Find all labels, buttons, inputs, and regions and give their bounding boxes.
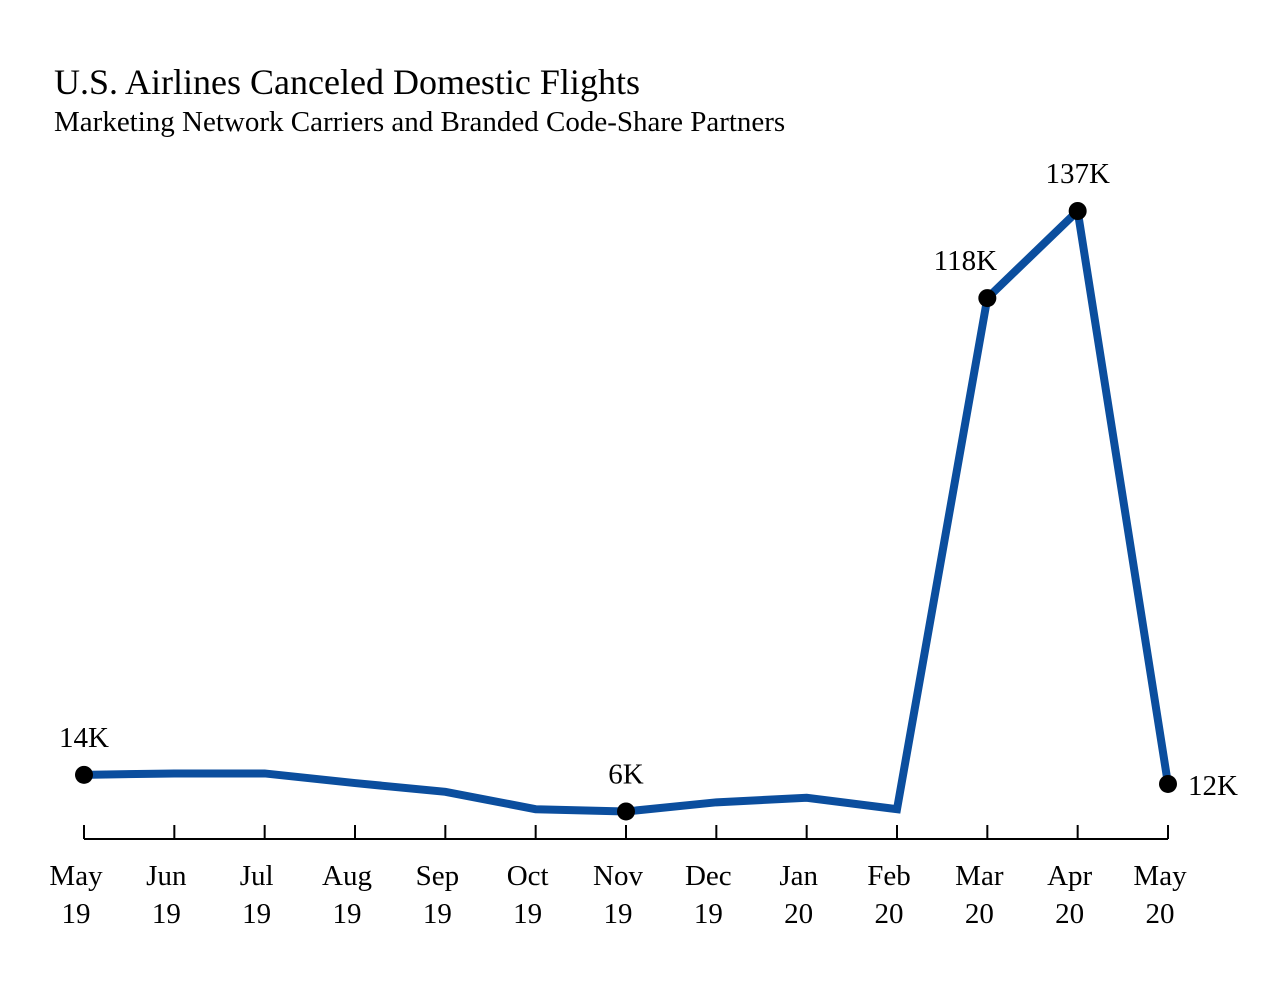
data-marker [1159, 774, 1177, 793]
series-line [83, 202, 1172, 816]
x-tick-label-year: 20 [875, 898, 904, 930]
x-axis: May 19 Jun 19 Jul 19 Aug 19 Sep 19 Oct 19 Nov 19 Dec 19… [49, 825, 1187, 930]
data-label: 6K [608, 758, 644, 790]
x-tick-label-month: May [1133, 860, 1187, 892]
data-marker [1068, 202, 1087, 220]
x-tick-label-year: 19 [604, 898, 633, 930]
data-marker [978, 289, 997, 308]
x-tick-label-year: 20 [965, 898, 994, 930]
x-tick-label-month: Jun [146, 860, 187, 892]
x-tick-label-year: 19 [423, 898, 452, 930]
x-tick-label-month: Oct [507, 860, 549, 892]
data-label: 118K [934, 245, 997, 277]
x-tick-label-month: Dec [685, 860, 732, 892]
data-label: 12K [1188, 770, 1238, 802]
x-tick-label-year: 20 [1146, 898, 1175, 930]
data-label: 137K [1045, 158, 1110, 190]
x-tick-label-month: May [49, 860, 103, 892]
x-tick-label-month: Mar [955, 860, 1004, 892]
x-tick-label-year: 19 [62, 898, 91, 930]
x-tick-label-year: 19 [333, 898, 362, 930]
data-markers [75, 202, 1177, 821]
x-tick-label-year: 19 [513, 898, 542, 930]
x-tick-label-month: Sep [416, 860, 460, 892]
x-tick-label-year: 19 [152, 898, 181, 930]
data-marker [75, 765, 93, 784]
x-tick-label-month: Apr [1047, 860, 1092, 892]
x-tick-label-month: Jul [240, 860, 274, 892]
x-tick-label-year: 20 [784, 898, 813, 930]
x-tick-label-month: Nov [593, 860, 643, 892]
x-tick-label-month: Jan [779, 860, 818, 892]
data-marker [617, 802, 635, 821]
x-tick-label-year: 19 [242, 898, 271, 930]
data-labels: 14K 6K 118K 137K 12K [59, 158, 1238, 802]
chart-subtitle: Marketing Network Carriers and Branded C… [54, 106, 786, 138]
chart-title: U.S. Airlines Canceled Domestic Flights [54, 62, 640, 102]
x-tick-label-month: Aug [322, 860, 372, 892]
x-tick-label-year: 20 [1055, 898, 1084, 930]
data-label: 14K [59, 722, 109, 754]
x-tick-label-month: Feb [867, 860, 911, 892]
x-tick-label-year: 19 [694, 898, 723, 930]
series-line-group [83, 202, 1172, 816]
